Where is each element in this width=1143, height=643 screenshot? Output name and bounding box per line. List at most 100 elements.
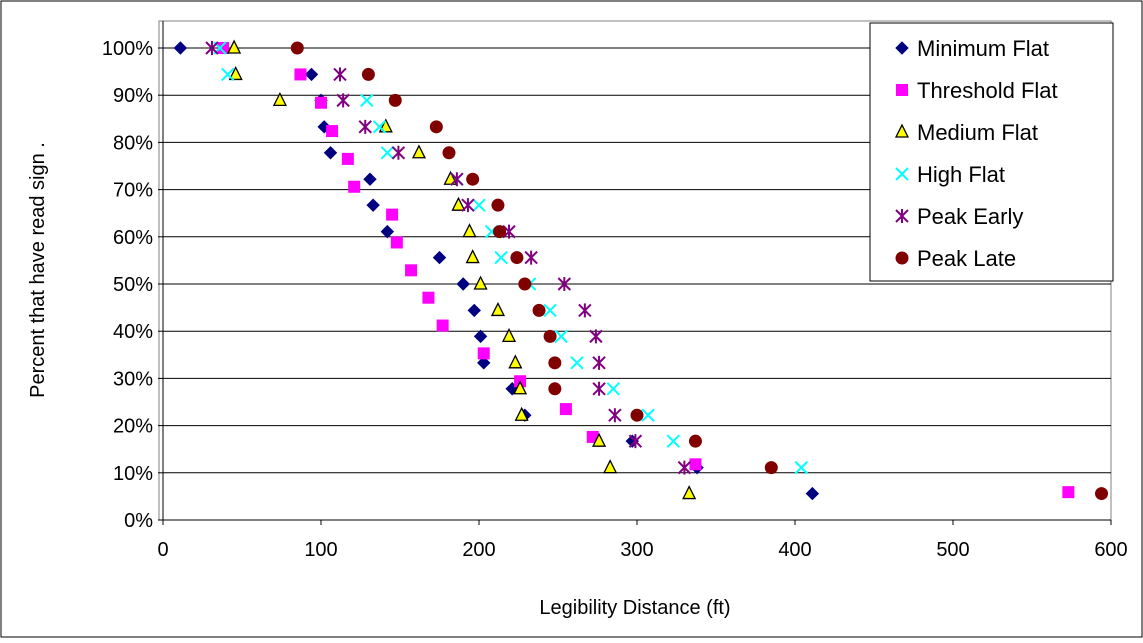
y-tick-label: 0% [124,510,153,532]
legend: Minimum Flat Threshold Flat Medium Flat Hig… [869,22,1114,282]
y-tick-label: 10% [113,463,153,485]
data-point [326,125,339,138]
data-point [592,355,606,370]
legend-label: Peak Early [917,204,1023,229]
data-point [467,303,481,318]
data-point [548,382,562,396]
data-point [501,327,517,343]
y-tick-label: 50% [113,274,153,296]
data-point [361,67,375,81]
data-point [689,458,702,471]
data-point [405,264,418,277]
data-point [290,41,304,55]
series-peak-early [205,41,692,475]
data-point [366,198,380,212]
data-point [764,461,778,475]
data-point [466,172,480,186]
legend-label: Threshold Flat [917,78,1058,103]
data-point [524,250,538,265]
data-point [502,224,516,239]
data-point [228,65,243,81]
data-point [477,356,491,370]
data-point [603,459,618,474]
data-point [380,146,395,160]
data-point [473,329,488,344]
data-point [589,329,603,344]
data-point [666,434,681,448]
data-point [494,250,508,265]
data-point [688,434,702,448]
data-point [432,250,447,265]
data-point [548,356,562,370]
x-tick-label: 0 [157,539,168,561]
data-point [217,42,230,54]
x-axis-title: Legibility Distance (ft) [539,597,730,619]
data-point [388,93,402,107]
data-point [513,380,528,395]
data-point [473,275,488,290]
data-point [456,277,470,291]
data-point [451,196,466,211]
data-point [294,68,307,81]
data-point [465,249,480,264]
data-point [272,91,287,107]
data-point [372,120,387,134]
data-point [336,93,350,108]
data-point [221,67,235,82]
y-tick-label: 70% [113,180,153,202]
data-point [205,41,219,55]
legend-label: Peak Late [917,246,1016,271]
x-tick-label: 400 [778,539,811,561]
data-point [578,303,592,318]
data-point [173,41,188,55]
data-point [592,432,607,447]
data-point [493,225,507,239]
data-point [794,460,809,475]
data-point [363,172,377,186]
data-point [477,347,490,360]
legend-label: High Flat [917,162,1005,187]
data-point [323,146,338,160]
data-point [554,329,568,344]
data-point [317,120,331,134]
data-point [510,251,524,265]
data-point [491,198,505,212]
data-point [532,303,546,317]
data-point [341,152,354,165]
data-point [358,119,372,134]
data-point [641,408,655,422]
x-tick-label: 600 [1094,539,1127,561]
y-tick-label: 30% [113,368,153,390]
data-point [391,145,406,160]
series-peak-late [290,41,1109,501]
data-point [805,486,820,501]
data-point [442,146,456,160]
data-point [1095,487,1109,501]
data-point [472,198,486,212]
y-tick-label: 80% [113,132,153,154]
data-point [592,381,606,396]
data-point [677,460,692,475]
legend-marker [895,167,909,181]
data-point [490,301,506,317]
x-tick-label: 100 [304,539,337,561]
data-point [380,224,395,239]
data-point [543,329,557,343]
legend-marker [895,209,909,223]
data-point [450,172,464,187]
y-tick-label: 20% [113,416,153,438]
axes: 0% 10% 20% 30% 40% 50% 60% 70% 80% 90% 100% 0 100 200… [102,21,1128,561]
data-point [304,67,319,82]
x-tick-label: 200 [462,539,495,561]
data-point [606,382,621,396]
data-point [422,291,435,304]
data-point [543,303,557,318]
data-point [462,223,477,238]
data-point [570,356,584,370]
data-point [411,144,427,159]
data-point [518,277,532,291]
y-tick-label: 40% [113,321,153,343]
data-point [628,434,643,449]
y-tick-label: 100% [102,38,153,60]
